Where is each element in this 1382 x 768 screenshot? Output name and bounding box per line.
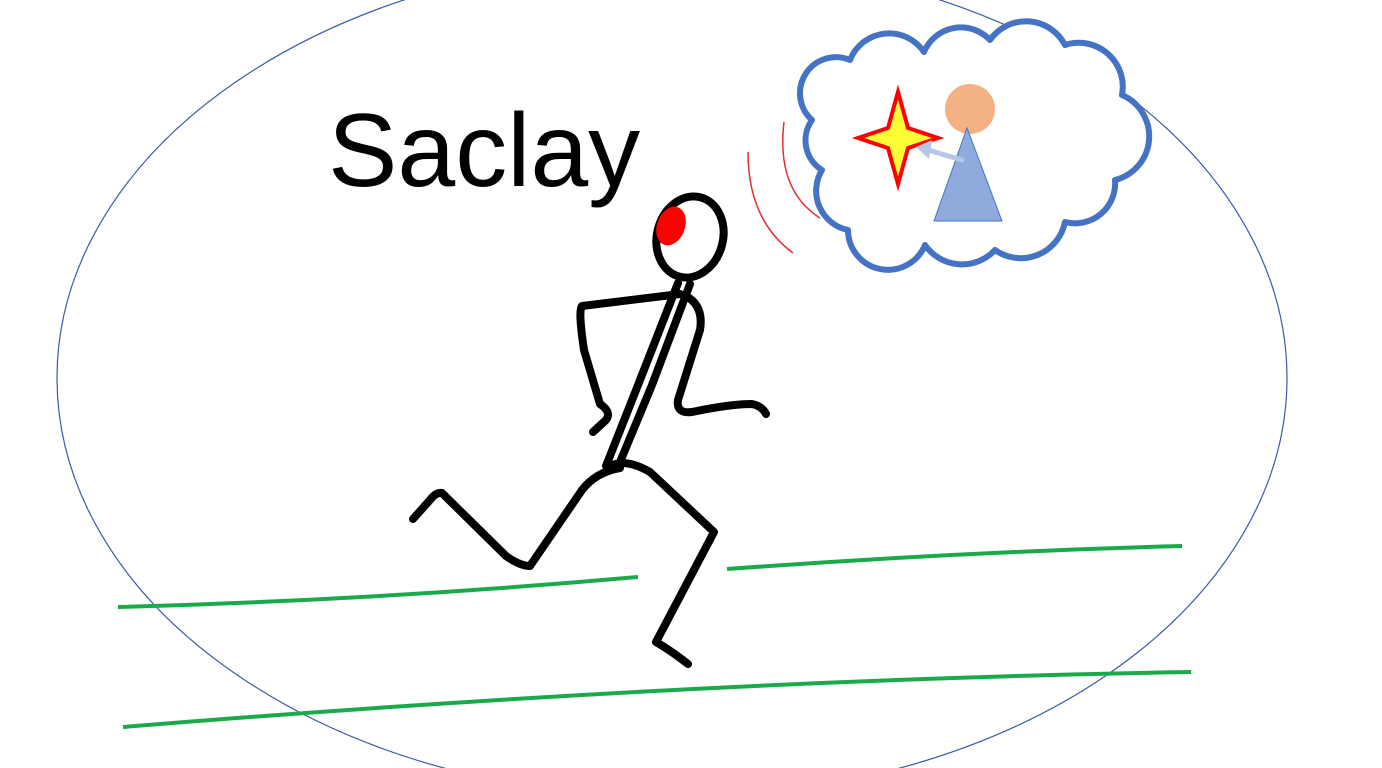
signal-waves-icon (747, 121, 821, 254)
place-title: Saclay (328, 93, 640, 209)
track-line-upper-left (117, 575, 639, 609)
person-icon (933, 84, 1003, 222)
runner-back-leg (409, 464, 624, 570)
track-line-upper-right (726, 544, 1183, 571)
runner-torso-inner (616, 280, 694, 466)
head-red-spot (656, 206, 686, 246)
star-icon (851, 84, 945, 192)
runner-torso (602, 279, 682, 470)
runner-front-leg (606, 459, 718, 668)
runner-front-arm (673, 292, 770, 418)
running-stick-figure (409, 192, 770, 668)
arrow-icon (916, 140, 965, 163)
track-line-lower (122, 670, 1192, 729)
cloud-outline (797, 18, 1153, 273)
running-track (117, 544, 1192, 729)
runner-back-arm (576, 290, 684, 436)
thought-cloud-icon (797, 18, 1153, 273)
person-head (945, 84, 995, 134)
area-ellipse (56, 0, 1288, 768)
person-body (933, 126, 1003, 222)
